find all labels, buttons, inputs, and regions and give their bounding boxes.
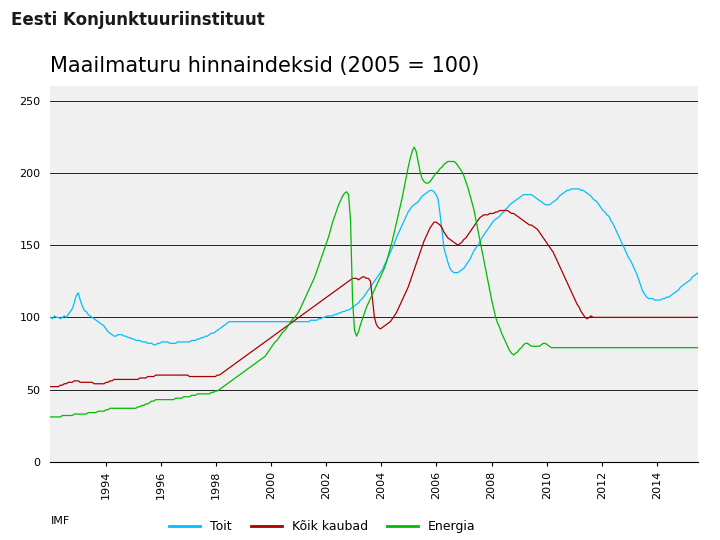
Text: Maailmaturu hinnaindeksid (2005 = 100): Maailmaturu hinnaindeksid (2005 = 100) [50,56,480,76]
Legend: Toit, Kõik kaubad, Energia: Toit, Kõik kaubad, Energia [164,515,481,538]
Text: Eesti Konjunktuuriinstituut: Eesti Konjunktuuriinstituut [11,11,264,29]
Text: IMF: IMF [50,516,70,526]
